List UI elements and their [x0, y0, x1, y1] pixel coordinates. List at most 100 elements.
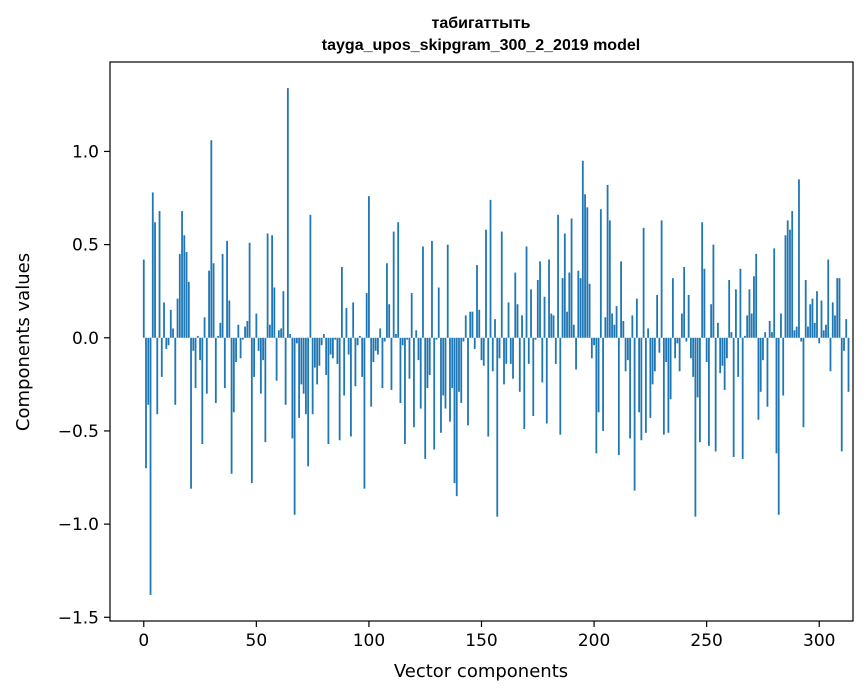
bar-250 — [705, 337, 708, 362]
bar-195 — [581, 160, 584, 338]
bar-226 — [651, 337, 654, 385]
bar-67 — [293, 337, 296, 515]
bar-216 — [629, 337, 631, 439]
bar-266 — [741, 337, 744, 459]
bar-20 — [187, 281, 190, 338]
bar-129 — [433, 337, 436, 450]
bar-83 — [329, 337, 332, 355]
bar-114 — [399, 337, 402, 403]
bar-62 — [282, 291, 285, 338]
bar-5 — [154, 222, 156, 338]
bar-81 — [325, 337, 328, 376]
bar-79 — [320, 337, 323, 346]
bar-285 — [784, 235, 787, 338]
bar-305 — [829, 337, 832, 372]
bar-23 — [194, 337, 197, 389]
bar-289 — [793, 330, 796, 338]
bar-263 — [735, 289, 737, 338]
bar-303 — [825, 324, 827, 338]
bar-183 — [554, 337, 557, 364]
bar-232 — [665, 337, 668, 362]
bar-300 — [818, 337, 821, 344]
bar-245 — [694, 337, 697, 517]
bar-46 — [246, 321, 249, 338]
bar-208 — [611, 313, 613, 338]
bar-155 — [491, 337, 494, 372]
bar-150 — [480, 337, 483, 361]
x-tick-label-200: 200 — [578, 631, 610, 651]
bar-236 — [674, 337, 677, 359]
bar-294 — [804, 280, 807, 338]
bar-6 — [156, 337, 159, 415]
bar-287 — [789, 229, 791, 338]
bar-146 — [471, 311, 474, 338]
bar-252 — [710, 304, 713, 338]
bar-186 — [561, 278, 564, 338]
bar-10 — [165, 337, 168, 349]
bar-211 — [617, 337, 620, 456]
bar-56 — [268, 324, 271, 338]
bar-187 — [563, 233, 566, 338]
bar-297 — [811, 298, 814, 338]
bar-117 — [406, 337, 409, 340]
bar-176 — [539, 261, 541, 338]
bar-1 — [145, 337, 147, 469]
bar-57 — [271, 235, 274, 338]
bar-43 — [239, 337, 242, 359]
bar-109 — [388, 304, 391, 338]
bar-12 — [169, 309, 172, 338]
bar-13 — [172, 328, 174, 338]
y-tick-label-0: −1.5 — [58, 608, 99, 628]
bar-214 — [624, 337, 627, 372]
bar-302 — [822, 330, 825, 338]
bar-308 — [836, 278, 839, 338]
bar-198 — [588, 283, 591, 338]
bar-138 — [453, 337, 456, 484]
bar-278 — [768, 321, 771, 338]
x-tick-label-300: 300 — [803, 631, 835, 651]
bar-271 — [753, 276, 755, 338]
bar-91 — [347, 337, 350, 355]
bar-185 — [559, 337, 562, 435]
bar-0 — [142, 259, 145, 338]
bar-80 — [322, 334, 325, 338]
bar-14 — [174, 337, 177, 405]
bar-131 — [437, 287, 440, 338]
bar-172 — [530, 289, 532, 338]
bar-65 — [289, 334, 292, 338]
y-tick-label-5: 1.0 — [72, 142, 99, 162]
bar-15 — [176, 298, 179, 338]
bar-108 — [386, 263, 388, 338]
bar-3 — [149, 337, 152, 595]
bar-110 — [390, 337, 393, 390]
bar-161 — [505, 337, 508, 364]
bar-148 — [476, 265, 478, 338]
bar-231 — [662, 337, 665, 435]
bar-262 — [732, 337, 735, 458]
bar-88 — [341, 266, 343, 338]
bar-221 — [640, 337, 643, 441]
bar-286 — [786, 220, 789, 338]
bar-272 — [755, 253, 758, 338]
bar-229 — [658, 337, 661, 353]
bar-189 — [568, 272, 571, 338]
bar-225 — [649, 337, 652, 418]
bar-123 — [419, 337, 422, 409]
bar-55 — [266, 233, 269, 338]
bar-124 — [422, 246, 424, 338]
bar-18 — [183, 235, 186, 338]
bar-98 — [363, 337, 366, 489]
bar-95 — [356, 337, 359, 346]
bar-295 — [807, 326, 809, 338]
bar-182 — [552, 315, 555, 338]
x-tick-label-250: 250 — [690, 631, 722, 651]
bar-122 — [417, 337, 420, 361]
bar-168 — [521, 315, 523, 338]
bar-158 — [498, 337, 501, 359]
bar-135 — [446, 244, 449, 338]
bar-170 — [525, 246, 528, 338]
bar-142 — [462, 337, 465, 342]
bar-164 — [512, 337, 514, 379]
bar-103 — [374, 337, 377, 351]
